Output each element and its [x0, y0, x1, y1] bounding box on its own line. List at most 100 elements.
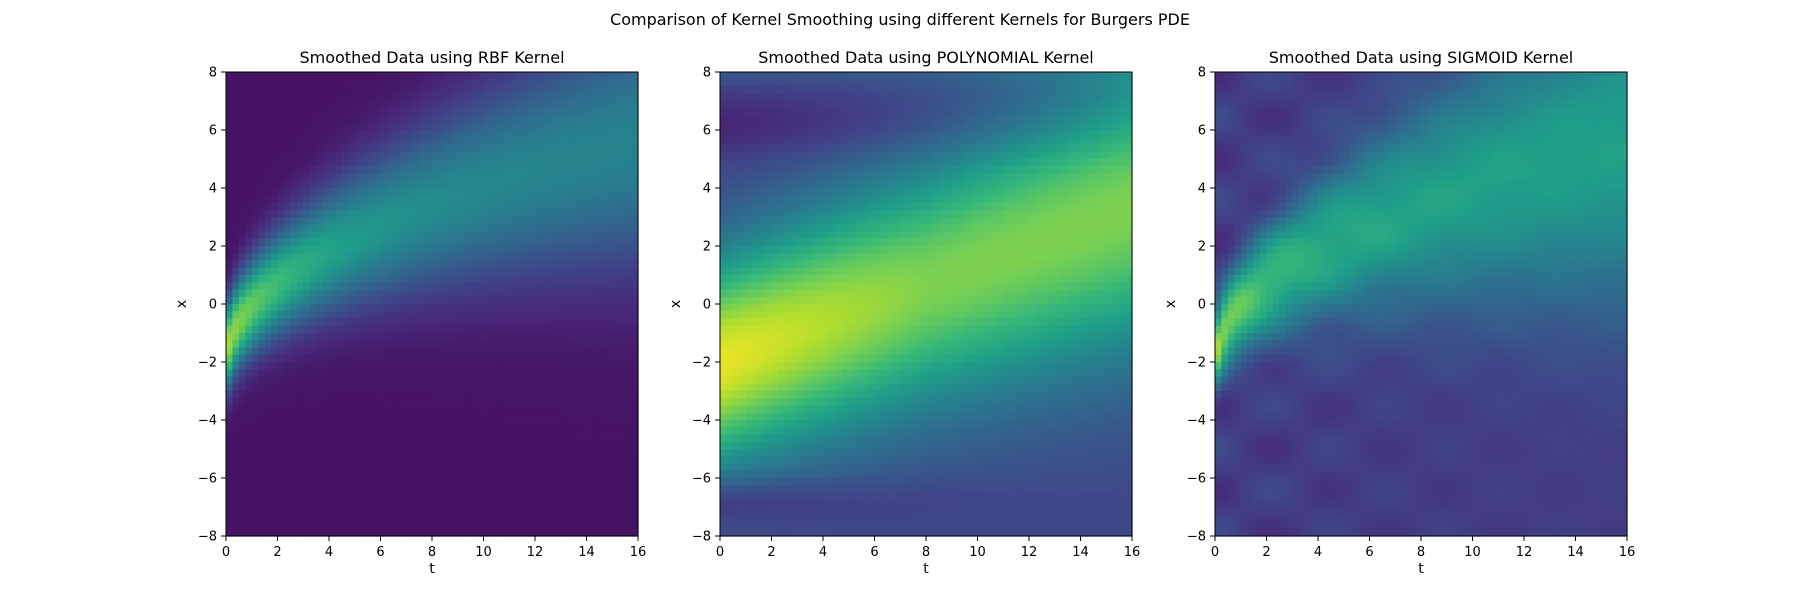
heatmap-cell [354, 412, 362, 421]
heatmap-cell [580, 224, 588, 233]
heatmap-cell [483, 195, 491, 204]
heatmap-cell [522, 405, 530, 414]
heatmap-cell [528, 144, 536, 153]
heatmap-cell [483, 202, 491, 211]
heatmap-cell [412, 492, 420, 501]
heatmap-cell [586, 115, 594, 124]
heatmap-cell [554, 188, 562, 196]
heatmap-cell [296, 159, 304, 167]
heatmap-cell [283, 514, 291, 523]
heatmap-cell [251, 514, 259, 523]
heatmap-cell [618, 115, 626, 124]
heatmap-cell [316, 173, 324, 182]
heatmap-cell [771, 296, 779, 305]
heatmap-cell [457, 340, 465, 349]
heatmap-cell [393, 108, 401, 117]
heatmap-cell [322, 188, 330, 196]
heatmap-cell [605, 362, 613, 370]
heatmap-cell [393, 340, 401, 349]
heatmap-cell [528, 514, 536, 523]
heatmap-cell [567, 405, 575, 414]
heatmap-cell [419, 528, 427, 537]
heatmap-cell [739, 224, 747, 233]
heatmap-cell [386, 463, 394, 472]
heatmap-cell [329, 347, 337, 356]
heatmap-cell [367, 325, 375, 334]
heatmap-cell [316, 238, 324, 247]
heatmap-cell [625, 521, 633, 530]
heatmap-cell [283, 289, 291, 298]
heatmap-cell [354, 492, 362, 501]
heatmap-cell [271, 253, 279, 262]
heatmap-cell [258, 318, 266, 327]
heatmap-cell [612, 130, 620, 138]
heatmap-cell [509, 492, 517, 501]
heatmap-cell [599, 318, 607, 327]
heatmap-cell [464, 108, 472, 117]
heatmap-cell [470, 507, 478, 515]
heatmap-cell [271, 441, 279, 450]
heatmap-cell [438, 507, 446, 515]
heatmap-cell [745, 463, 753, 472]
heatmap-cell [226, 217, 234, 225]
heatmap-cell [797, 130, 805, 138]
heatmap-cell [425, 470, 433, 479]
heatmap-cell [522, 463, 530, 472]
heatmap-cell [612, 318, 620, 327]
heatmap-cell [386, 188, 394, 196]
heatmap-cell [592, 449, 600, 457]
heatmap-cell [277, 101, 285, 109]
heatmap-cell [739, 354, 747, 363]
heatmap-cell [489, 304, 497, 312]
heatmap-cell [251, 130, 259, 138]
heatmap-cell [592, 115, 600, 124]
heatmap-cell [765, 253, 773, 262]
heatmap-cell [412, 369, 420, 378]
heatmap-cell [367, 333, 375, 341]
heatmap-cell [477, 456, 485, 465]
heatmap-cell [745, 369, 753, 378]
heatmap-cell [374, 485, 382, 494]
heatmap-cell [283, 260, 291, 269]
heatmap-cell [515, 434, 523, 443]
heatmap-cell [477, 325, 485, 334]
heatmap-cell [232, 137, 240, 146]
heatmap-cell [457, 325, 465, 334]
heatmap-cell [502, 137, 510, 146]
heatmap-cell [457, 144, 465, 153]
heatmap-cell [322, 246, 330, 254]
heatmap-cell [245, 238, 253, 247]
heatmap-cell [264, 441, 272, 450]
heatmap-cell [573, 151, 581, 160]
heatmap-cell [547, 470, 555, 479]
heatmap-cell [393, 289, 401, 298]
heatmap-cell [580, 456, 588, 465]
heatmap-cell [380, 231, 388, 240]
heatmap-cell [341, 304, 349, 312]
heatmap-cell [605, 354, 613, 363]
heatmap-cell [380, 166, 388, 175]
heatmap-cell [425, 282, 433, 291]
heatmap-cell [232, 224, 240, 233]
heatmap-cell [232, 391, 240, 399]
heatmap-cell [361, 246, 369, 254]
heatmap-cell [251, 180, 259, 189]
heatmap-cell [797, 224, 805, 233]
heatmap-cell [522, 420, 530, 428]
heatmap-cell [765, 289, 773, 298]
heatmap-cell [316, 347, 324, 356]
heatmap-cell [560, 347, 568, 356]
heatmap-cell [374, 122, 382, 131]
heatmap-cell [290, 333, 298, 341]
heatmap-cell [726, 398, 734, 407]
heatmap-cell [625, 289, 633, 298]
heatmap-cell [303, 282, 311, 291]
heatmap-cell [502, 478, 510, 486]
heatmap-cell [432, 333, 440, 341]
heatmap-cell [631, 224, 639, 233]
heatmap-cell [592, 159, 600, 167]
heatmap-cell [354, 151, 362, 160]
heatmap-cell [739, 420, 747, 428]
heatmap-cell [374, 115, 382, 124]
heatmap-cell [309, 72, 317, 80]
